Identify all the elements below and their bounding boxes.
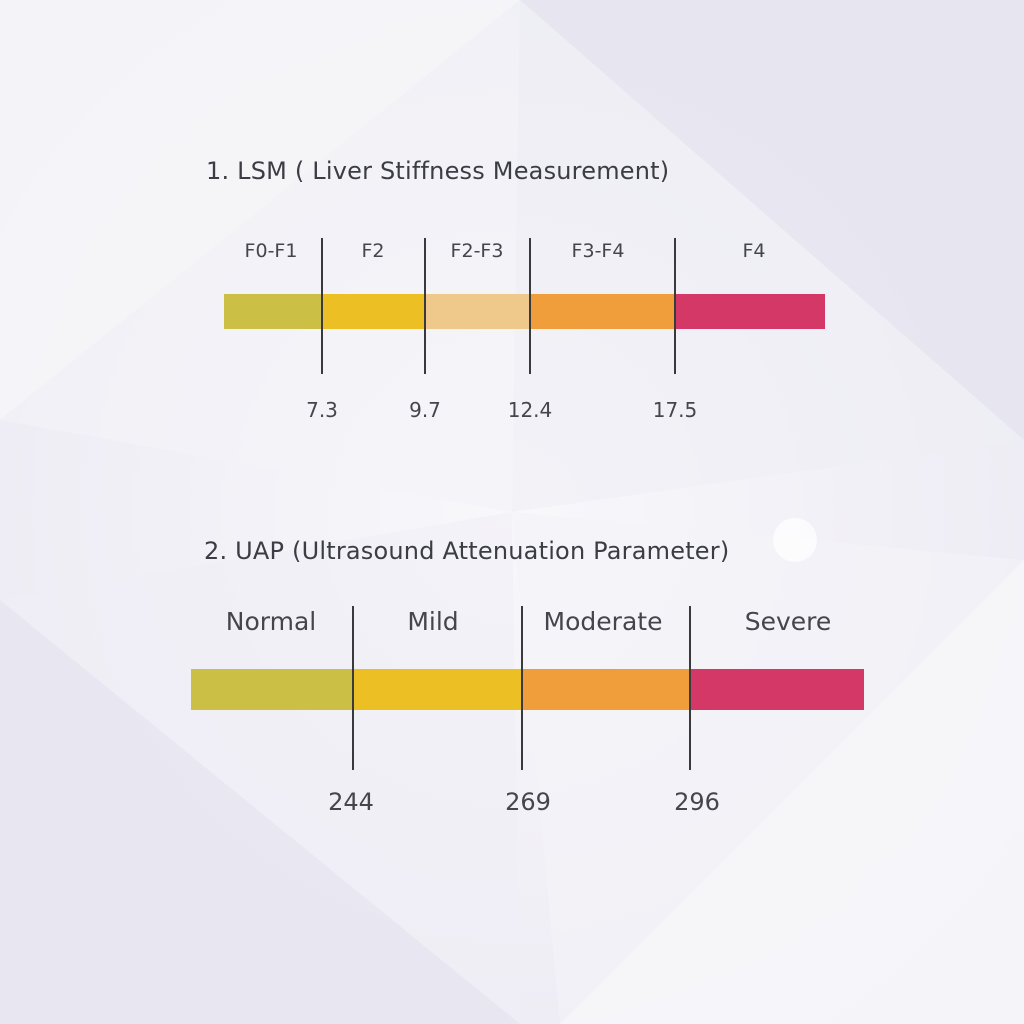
uap-segment-label: Normal [225,607,317,636]
lsm-segment-label: F2 [361,240,385,262]
uap-title: 2. UAP (Ultrasound Attenuation Parameter… [204,537,730,565]
uap-bar-segment [690,669,864,710]
lsm-bar-segment [224,294,322,329]
lsm-cutoff-label: 17.5 [652,398,698,422]
lsm-cutoff-line [674,238,676,374]
lsm-cutoff-line [424,238,426,374]
lsm-title: 1. LSM ( Liver Stiffness Measurement) [206,157,670,185]
lsm-cutoff-line [529,238,531,374]
lsm-cutoff-label: 7.3 [306,398,338,422]
uap-segment-label: Moderate [543,607,663,636]
uap-cutoff-line [352,606,354,770]
uap-cutoff-line [521,606,523,770]
uap-bar-segment [353,669,522,710]
uap-segment-label: Severe [744,607,832,636]
uap-segment-label: Mild [407,607,459,636]
lsm-bar-segment [425,294,530,329]
lsm-segment-label: F0-F1 [244,240,298,262]
uap-cutoff-line [689,606,691,770]
lsm-segment-label: F3-F4 [571,240,625,262]
uap-bar-segment [191,669,353,710]
uap-bar-segment [522,669,690,710]
lsm-cutoff-label: 9.7 [409,398,441,422]
uap-cutoff-label: 269 [505,788,551,816]
uap-cutoff-label: 244 [328,788,374,816]
lsm-cutoff-label: 12.4 [507,398,553,422]
lsm-bar-segment [530,294,675,329]
lsm-cutoff-line [321,238,323,374]
lsm-segment-label: F2-F3 [450,240,504,262]
lsm-segment-label: F4 [742,240,766,262]
lsm-bar-segment [675,294,825,329]
uap-cutoff-label: 296 [674,788,720,816]
lsm-bar-segment [322,294,425,329]
